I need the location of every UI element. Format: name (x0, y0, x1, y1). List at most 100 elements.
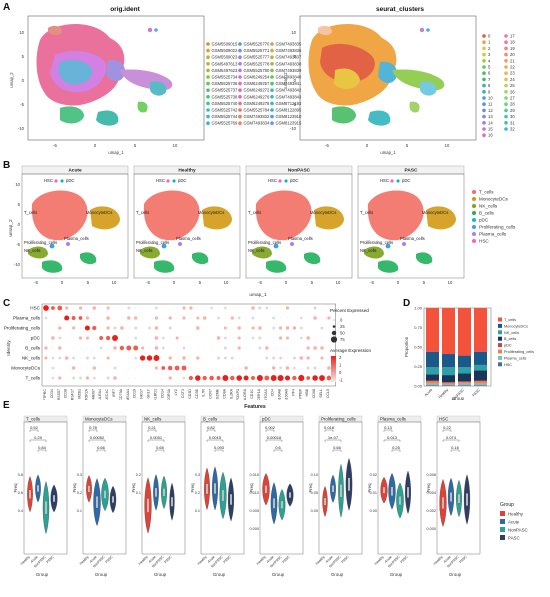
dotplot-dot (252, 347, 254, 349)
cluster-legend-swatch (482, 77, 486, 82)
stacked-segment (458, 381, 471, 383)
sample-legend-label: GSM7493836 (276, 48, 303, 53)
panel-a-left-ytick-0: 10 (19, 30, 24, 35)
panel-b-legend: T_cells MonocyteDCs NK_cells B_cells pDC Prol… (472, 190, 516, 244)
violin-ytick: 0.10 (311, 473, 318, 477)
dotplot-dot (307, 307, 309, 309)
p-value: 0.52 (30, 425, 39, 430)
violin-facet-title: pDC (262, 417, 271, 422)
sample-legend-label: GSM5525769 (212, 121, 239, 126)
group-legend-label: NonPASC (508, 527, 528, 532)
violin-xtick: PASC (400, 554, 410, 564)
group-legend-swatch (500, 511, 505, 516)
stacked-legend-swatch (498, 362, 502, 367)
violin-box (206, 483, 208, 495)
dotplot-dot (128, 337, 130, 339)
cluster-legend-swatch (482, 102, 486, 106)
dotplot-gene-label: CD38 (64, 389, 68, 398)
panel-a-left-xtick-1: 0 (94, 143, 97, 148)
violin-frame (318, 421, 363, 555)
violin-frame (82, 421, 127, 555)
panel-a-right-ytick-3: -5 (292, 102, 296, 107)
dotplot-gene-label: CD4 (271, 389, 275, 396)
violin-box (88, 485, 90, 493)
dotplot-dot (231, 337, 233, 339)
dotplot-dot (204, 347, 206, 349)
dotplot-dot (251, 326, 255, 330)
dotplot-dot (266, 317, 268, 319)
dotplot-dot (120, 326, 124, 330)
cluster-bcells (154, 260, 175, 273)
violin-box (147, 498, 149, 513)
dotplot-dot (299, 316, 303, 320)
stacked-segment (474, 385, 487, 386)
stacked-legend-swatch (498, 317, 502, 322)
violin-box (399, 495, 401, 506)
violin-ytick: 0.000 (249, 527, 259, 531)
stacked-segment (426, 380, 439, 382)
panel-label-c: C (3, 298, 11, 309)
p-value: 1e-07 (328, 435, 339, 440)
dotplot-gene-label: S100A8 (278, 389, 282, 400)
p-bracket (391, 449, 401, 452)
stacked-ytick: 1.00 (414, 306, 423, 311)
violin-frame (259, 421, 304, 555)
panel-e-plot-area: Features T_cells Freq 0.8 0.6 0.4 0.52 0.29 0.84… (13, 404, 528, 577)
dotplot-dot (300, 307, 302, 309)
facet-healthy: Healthy HSC pDC T_cells MonocyteDCs Plasma_ce… (133, 165, 241, 285)
violin-xtick: Acute (325, 555, 334, 564)
dotplot-dot (210, 306, 213, 310)
sample-legend-swatch (238, 75, 242, 79)
violin-box (281, 500, 283, 509)
panel-a-right-ytick-1: 5 (294, 54, 297, 59)
stacked-segment (426, 385, 439, 386)
dotplot-gene-label: PPBP (298, 388, 302, 398)
cluster-legend-swatch (504, 40, 508, 44)
dotplot-dot (218, 367, 219, 369)
cluster-proliferating (161, 243, 167, 249)
violin-box (458, 493, 460, 504)
dotplot-dot (230, 375, 235, 381)
dotplot-dot (51, 366, 55, 370)
facet-nonpasc: NonPASC HSC pDC T_cells MonocyteDCs Plasma_ce… (245, 165, 353, 285)
size-legend-dot (333, 319, 335, 321)
dotplot-gene-label: CD8A (222, 388, 226, 398)
sample-legend-swatch (270, 62, 274, 66)
dotplot-dot (300, 367, 302, 369)
celltype-legend-swatch (472, 218, 476, 222)
cluster-proliferating (49, 243, 55, 249)
p-value: 0.018 (324, 425, 335, 430)
dotplot-dot (300, 347, 302, 349)
dotplot-dot (217, 356, 220, 360)
dotplot-dot (277, 374, 284, 382)
cell-label: MonocyteDCs (198, 210, 224, 215)
facet-ytick: 0 (18, 222, 21, 227)
dotplot-gene-label: ITGAX (264, 388, 268, 399)
stacked-legend-swatch (498, 323, 502, 328)
violin-xtick: Acute (30, 555, 39, 564)
dotplot-dot (314, 357, 316, 359)
dotplot-dot (287, 357, 288, 359)
sample-legend-swatch (270, 68, 274, 73)
panel-d-plot-area: 1.00 0.75 0.50 0.25 0.00 Proportion Acute Healt… (404, 306, 534, 401)
dotplot-row-label: pDC (31, 336, 41, 341)
dotplot-dot (142, 327, 143, 329)
dotplot-dot (196, 326, 200, 330)
facet-pasc: PASC HSC pDC T_cells MonocyteDCs Plasma_cells… (357, 165, 465, 285)
dotplot-dot (278, 336, 283, 340)
violin-xtick: Acute (266, 555, 275, 564)
violin-ytick: 0.8 (18, 473, 23, 477)
dotplot-dot (128, 357, 130, 359)
cell-label: Proliferating_cells (248, 240, 281, 245)
cluster-legend-swatch (504, 96, 508, 100)
dotplot-ylabel: Identity (6, 340, 12, 356)
dotplot-dot (224, 336, 227, 340)
sample-legend-label: GSM5509022 (212, 48, 239, 53)
dotplot-dot (169, 347, 171, 349)
dotplot-dot (313, 346, 317, 350)
panel-a-right-xlabel: umap_1 (380, 150, 396, 155)
dotplot-dot (66, 337, 68, 339)
dotplot-dot (313, 316, 317, 320)
facet-xtick: 10 (112, 280, 117, 285)
cluster-legend-swatch (482, 40, 486, 44)
